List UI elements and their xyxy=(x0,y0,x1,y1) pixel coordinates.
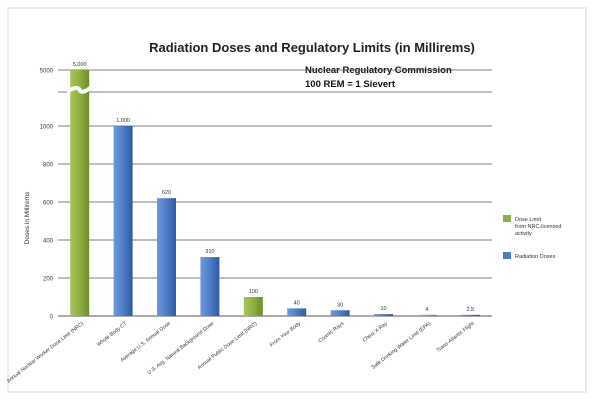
bar-value-label: 10 xyxy=(380,306,386,312)
bar xyxy=(287,308,307,316)
bar-value-label: 40 xyxy=(294,300,300,306)
bar-value-label: 310 xyxy=(205,249,214,255)
y-tick-label: 600 xyxy=(43,201,54,207)
y-tick-label: 400 xyxy=(43,239,54,245)
chart-title: Radiation Doses and Regulatory Limits (i… xyxy=(149,40,475,55)
legend-swatch xyxy=(503,252,511,259)
bar-value-label: 2.5 xyxy=(466,307,474,313)
bar-value-label: 620 xyxy=(162,190,171,196)
bar xyxy=(157,198,176,316)
axis-break-mark xyxy=(66,84,94,94)
bar-value-label: 1,000 xyxy=(116,118,130,124)
legend-label: Radiation Doses xyxy=(515,254,556,260)
y-axis-label: Doses in Millirems xyxy=(24,191,31,244)
bar xyxy=(70,70,90,316)
annotation-line-2: 100 REM = 1 Sievert xyxy=(305,79,396,90)
y-tick-label: 5000 xyxy=(40,69,54,75)
bar-value-label: 4 xyxy=(425,307,428,313)
legend-swatch xyxy=(503,215,511,222)
bar-value-label: 100 xyxy=(249,289,258,295)
bar xyxy=(417,314,437,316)
bars xyxy=(66,70,480,316)
bar-value-label: 30 xyxy=(337,302,343,308)
legend-label: Dose Limit from NRC-licensed activity xyxy=(515,217,561,237)
y-tick-label: 1000 xyxy=(40,125,54,131)
y-tick-label: 200 xyxy=(43,277,54,283)
bar-value-label: 5,000 xyxy=(73,62,87,68)
bar xyxy=(243,297,263,316)
bar xyxy=(200,257,220,316)
legend: Dose Limit from NRC-licensed activity Radia… xyxy=(503,215,561,260)
y-tick-label: 800 xyxy=(43,163,54,169)
bar xyxy=(113,126,133,316)
annotation-line-1: Nuclear Regulatory Commission xyxy=(305,65,452,76)
bar xyxy=(460,314,480,316)
chart-frame xyxy=(7,7,587,393)
bar xyxy=(330,310,350,316)
y-tick-label: 0 xyxy=(50,315,54,321)
bar xyxy=(374,314,393,316)
